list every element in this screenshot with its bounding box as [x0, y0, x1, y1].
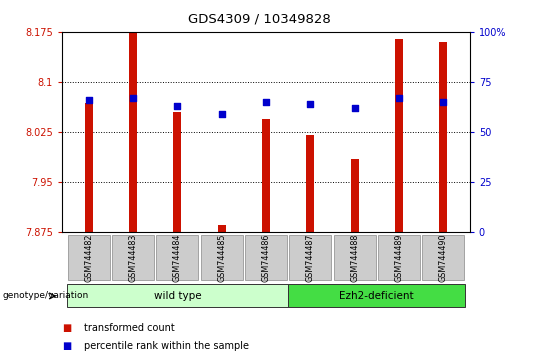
Text: GSM744488: GSM744488: [350, 233, 359, 282]
Bar: [218, 225, 226, 232]
Text: Ezh2-deficient: Ezh2-deficient: [340, 291, 414, 301]
Point: [173, 103, 181, 109]
Bar: [439, 42, 447, 232]
Bar: [112, 235, 154, 280]
Text: GSM744482: GSM744482: [84, 233, 93, 282]
Point: [439, 99, 448, 105]
Point: [84, 97, 93, 103]
Text: wild type: wild type: [153, 291, 201, 301]
Point: [262, 99, 271, 105]
Bar: [245, 235, 287, 280]
Bar: [350, 159, 359, 232]
Point: [217, 111, 226, 117]
Text: percentile rank within the sample: percentile rank within the sample: [84, 341, 249, 351]
Bar: [378, 235, 420, 280]
Bar: [85, 103, 93, 232]
Text: GSM744484: GSM744484: [173, 233, 182, 282]
Bar: [395, 39, 403, 232]
Bar: [68, 235, 110, 280]
Bar: [129, 32, 137, 232]
Point: [129, 95, 137, 101]
Bar: [422, 235, 464, 280]
Text: GSM744483: GSM744483: [129, 233, 138, 282]
Bar: [289, 235, 331, 280]
Text: ■: ■: [62, 323, 71, 333]
Text: genotype/variation: genotype/variation: [3, 291, 89, 301]
Bar: [157, 235, 198, 280]
Bar: [334, 235, 375, 280]
Text: GSM744487: GSM744487: [306, 233, 315, 282]
Text: GSM744486: GSM744486: [261, 233, 271, 282]
Text: GDS4309 / 10349828: GDS4309 / 10349828: [188, 12, 330, 25]
Bar: [66, 285, 288, 307]
Text: GSM744485: GSM744485: [217, 233, 226, 282]
Bar: [306, 135, 314, 232]
Point: [395, 95, 403, 101]
Point: [350, 105, 359, 111]
Text: transformed count: transformed count: [84, 323, 174, 333]
Text: GSM744490: GSM744490: [438, 233, 448, 282]
Point: [306, 101, 315, 107]
Bar: [262, 119, 270, 232]
Bar: [173, 112, 181, 232]
Text: ■: ■: [62, 341, 71, 351]
Text: GSM744489: GSM744489: [394, 233, 403, 282]
Bar: [201, 235, 242, 280]
Bar: [288, 285, 465, 307]
